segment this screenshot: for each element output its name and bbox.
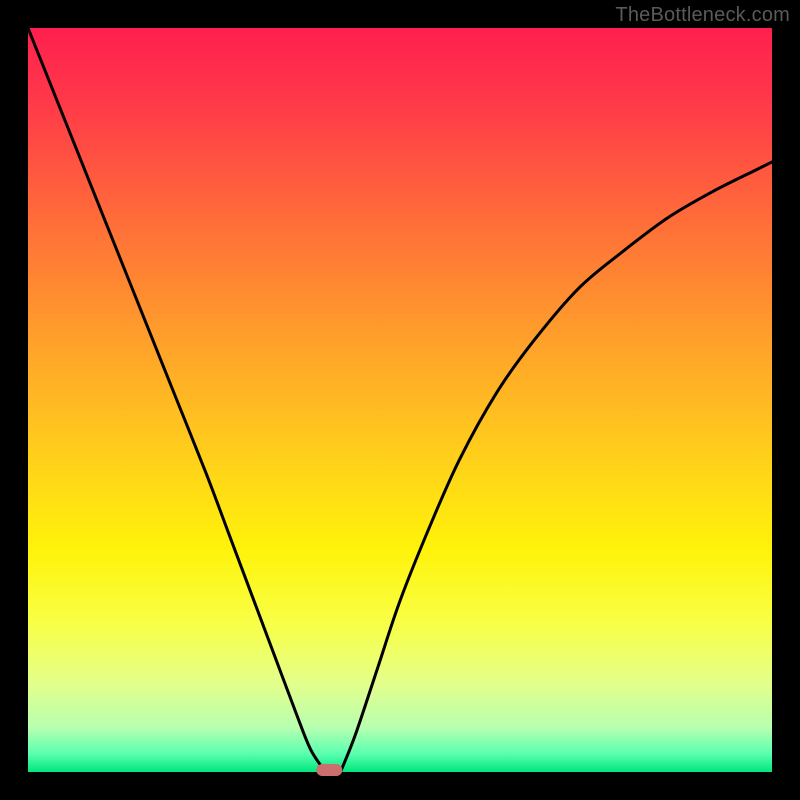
optimum-marker	[316, 764, 342, 776]
watermark-text: TheBottleneck.com	[615, 4, 790, 27]
bottleneck-chart	[0, 0, 800, 800]
chart-plot-area	[28, 28, 772, 772]
chart-container: TheBottleneck.com	[0, 0, 800, 800]
